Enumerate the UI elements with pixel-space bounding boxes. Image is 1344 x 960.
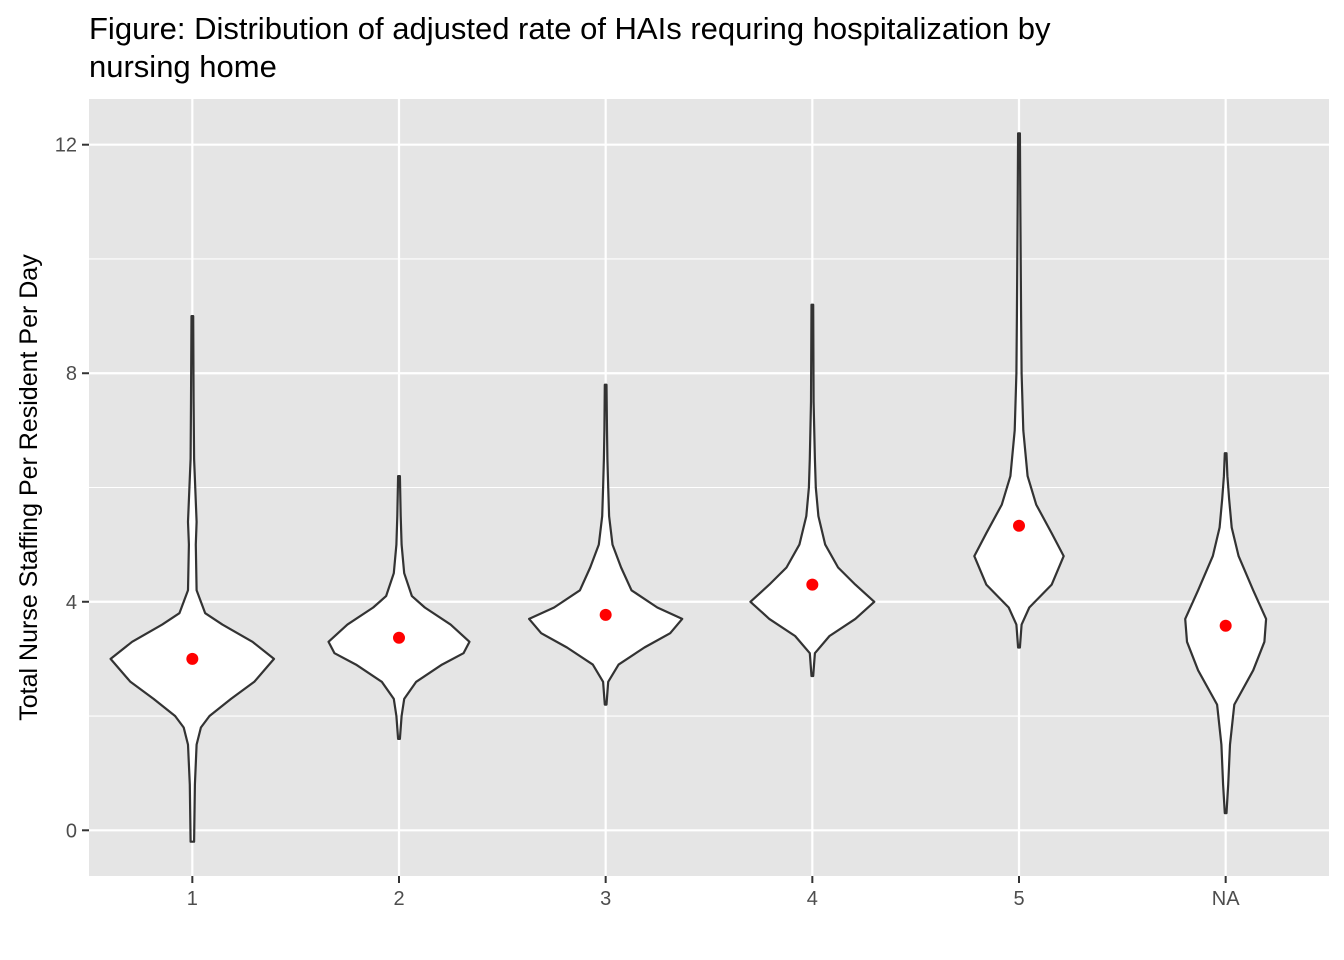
x-tick-label: 1 — [187, 888, 198, 910]
violin-3 — [528, 383, 684, 706]
mean-point-5 — [1013, 519, 1025, 532]
mean-point-2 — [393, 631, 405, 644]
chart-title: Figure: Distribution of adjusted rate of… — [89, 11, 1051, 84]
violin-2 — [327, 475, 471, 740]
violin-NA — [1184, 452, 1268, 815]
x-tick-label: 5 — [1013, 888, 1024, 910]
violin-1 — [109, 315, 276, 843]
x-tick-label: NA — [1212, 888, 1240, 910]
y-axis-title: Total Nurse Staffing Per Resident Per Da… — [15, 254, 43, 721]
violins — [109, 132, 1268, 843]
violin-4 — [749, 303, 876, 678]
x-tick-label: 4 — [807, 888, 818, 910]
y-tick-label: 4 — [66, 592, 77, 614]
mean-points — [186, 519, 1232, 665]
mean-point-4 — [806, 578, 819, 591]
x-tick-label: 3 — [600, 888, 611, 910]
violin-5 — [973, 132, 1065, 649]
mean-point-NA — [1219, 619, 1232, 632]
mean-point-1 — [186, 652, 199, 665]
x-tick-label: 2 — [393, 888, 404, 910]
y-tick-label: 8 — [66, 363, 77, 385]
y-tick-label: 12 — [55, 135, 77, 157]
y-tick-label: 0 — [66, 820, 77, 842]
mean-point-3 — [599, 608, 612, 621]
